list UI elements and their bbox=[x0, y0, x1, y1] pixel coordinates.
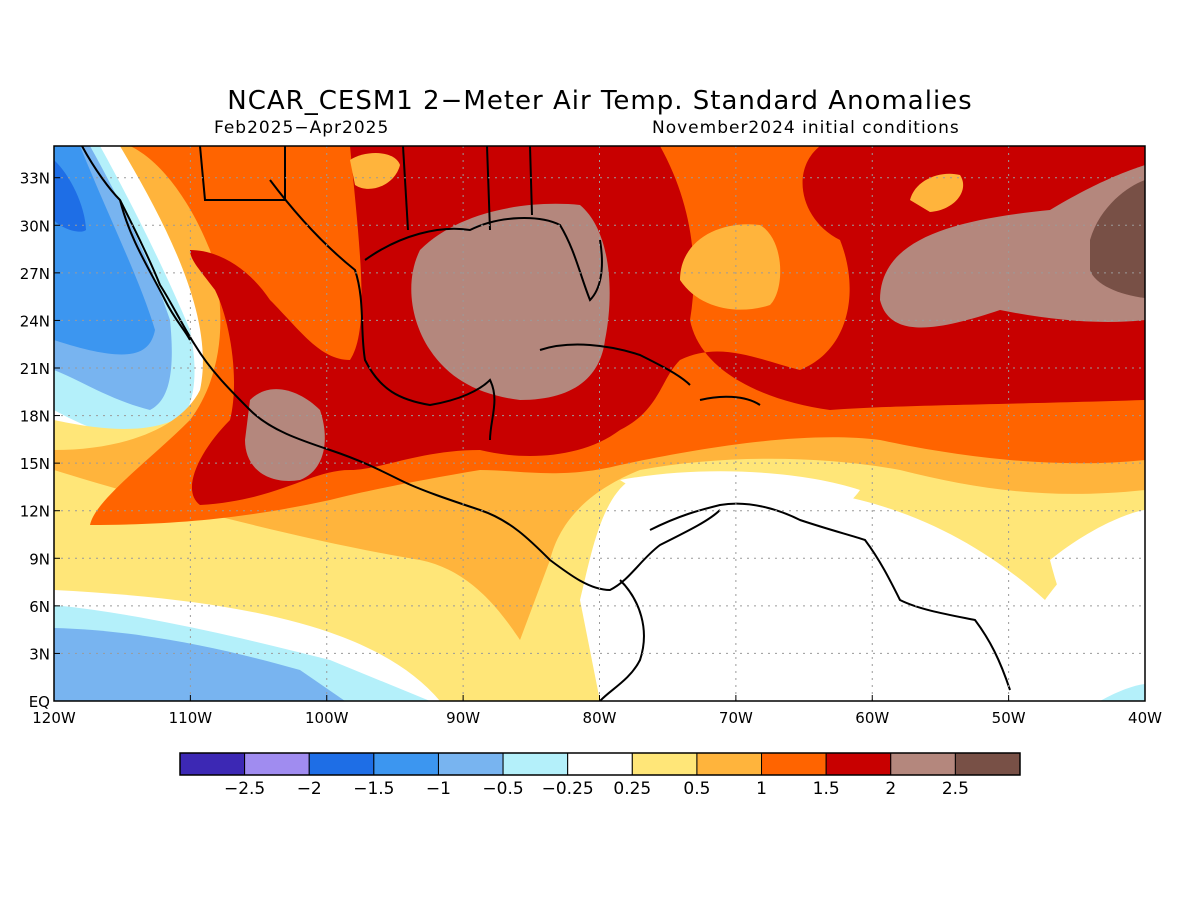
legend-swatch bbox=[825, 752, 892, 776]
coast-cuba bbox=[539, 343, 691, 386]
field-pocket-1 bbox=[680, 224, 781, 310]
coast-hispaniola bbox=[699, 395, 761, 406]
field-neg-025-east bbox=[1100, 684, 1145, 701]
legend-swatch bbox=[696, 752, 763, 776]
legend-swatch bbox=[373, 752, 439, 776]
legend-label: −1 bbox=[426, 779, 451, 799]
field-white-sa bbox=[780, 584, 840, 612]
legend-labels: −2.5 −2 −1.5 −1 −0.5 −0.25 0.25 0.5 1 1.5 2 2.5 bbox=[224, 779, 969, 799]
lat-tick-label: 18N bbox=[20, 408, 50, 426]
legend-label: −2.5 bbox=[224, 779, 265, 799]
legend-label: 1 bbox=[756, 779, 767, 799]
legend-label: 0.25 bbox=[613, 779, 651, 799]
legend-swatch bbox=[502, 752, 569, 776]
lon-tick-label: 40W bbox=[1128, 709, 1162, 727]
lat-tick-label: 24N bbox=[20, 312, 50, 330]
legend-label: −0.5 bbox=[482, 779, 523, 799]
forecast-period: Feb2025−Apr2025 bbox=[214, 118, 390, 138]
lat-tick-label: 33N bbox=[20, 170, 50, 188]
legend-swatch bbox=[437, 752, 504, 776]
lon-tick-label: 90W bbox=[446, 709, 480, 727]
legend-label: 2.5 bbox=[942, 779, 969, 799]
legend-label: 1.5 bbox=[813, 779, 840, 799]
map-title: NCAR_CESM1 2−Meter Air Temp. Standard An… bbox=[227, 86, 973, 116]
legend-swatch bbox=[954, 752, 1021, 776]
field-pocket-3 bbox=[350, 153, 400, 189]
border-us-mexico bbox=[199, 146, 286, 201]
legend-label: 0.5 bbox=[683, 779, 710, 799]
lon-tick-label: 120W bbox=[32, 709, 76, 727]
lat-tick-label: 9N bbox=[29, 550, 50, 568]
lon-tick-label: 100W bbox=[305, 709, 349, 727]
legend-label: −2 bbox=[297, 779, 322, 799]
field-15 bbox=[190, 146, 1145, 505]
lon-tick-label: 50W bbox=[992, 709, 1026, 727]
coast-south-america bbox=[649, 502, 1011, 691]
legend-swatch bbox=[631, 752, 698, 776]
coast-baja bbox=[119, 199, 191, 341]
lat-tick-label: 3N bbox=[29, 645, 50, 663]
lon-tick-label: 110W bbox=[169, 709, 213, 727]
field-2-mexico bbox=[245, 389, 325, 481]
lat-tick-label: EQ bbox=[29, 693, 50, 711]
legend-swatch bbox=[567, 752, 633, 776]
legend-swatch bbox=[761, 752, 827, 776]
lon-tick-label: 80W bbox=[583, 709, 617, 727]
legend-swatch bbox=[890, 752, 956, 776]
latitude-axis: 33N 30N 27N 24N 21N 18N 15N 12N 9N 6N 3N EQ bbox=[20, 170, 60, 711]
legend-label: −1.5 bbox=[353, 779, 394, 799]
lat-tick-label: 30N bbox=[20, 217, 50, 235]
lat-tick-label: 6N bbox=[29, 598, 50, 616]
legend-frame bbox=[179, 752, 1021, 776]
field-2-atlantic bbox=[880, 165, 1145, 328]
lon-tick-label: 60W bbox=[855, 709, 889, 727]
field-neg-05 bbox=[54, 628, 345, 701]
lat-tick-label: 27N bbox=[20, 265, 50, 283]
longitude-axis: 120W 110W 100W 90W 80W 70W 60W 50W 40W bbox=[32, 695, 1162, 727]
border-us-states bbox=[402, 146, 409, 231]
field-baja-neg-1 bbox=[54, 146, 155, 355]
lon-tick-label: 70W bbox=[719, 709, 753, 727]
lat-tick-label: 21N bbox=[20, 360, 50, 378]
coast-gulf-west bbox=[269, 179, 496, 441]
legend-label: 2 bbox=[885, 779, 896, 799]
coastlines bbox=[81, 146, 1011, 701]
map-grid bbox=[54, 146, 1145, 701]
field-2-gulf bbox=[411, 203, 610, 400]
legend-swatch bbox=[308, 752, 375, 776]
anomaly-fields bbox=[54, 146, 1145, 701]
coast-pacific bbox=[81, 146, 721, 592]
lat-tick-label: 15N bbox=[20, 455, 50, 473]
field-pocket-2 bbox=[910, 173, 964, 212]
legend-swatches bbox=[179, 752, 1021, 776]
lat-tick-label: 12N bbox=[20, 503, 50, 521]
coast-colombia-pacific bbox=[599, 579, 645, 701]
border-us-states-2 bbox=[486, 146, 533, 231]
field-white-caribbean bbox=[620, 471, 860, 516]
legend-swatch bbox=[244, 752, 310, 776]
initial-conditions: November2024 initial conditions bbox=[652, 118, 960, 138]
legend-label: −0.25 bbox=[542, 779, 594, 799]
legend-swatch bbox=[179, 752, 246, 776]
field-25-atlantic bbox=[1090, 180, 1145, 298]
